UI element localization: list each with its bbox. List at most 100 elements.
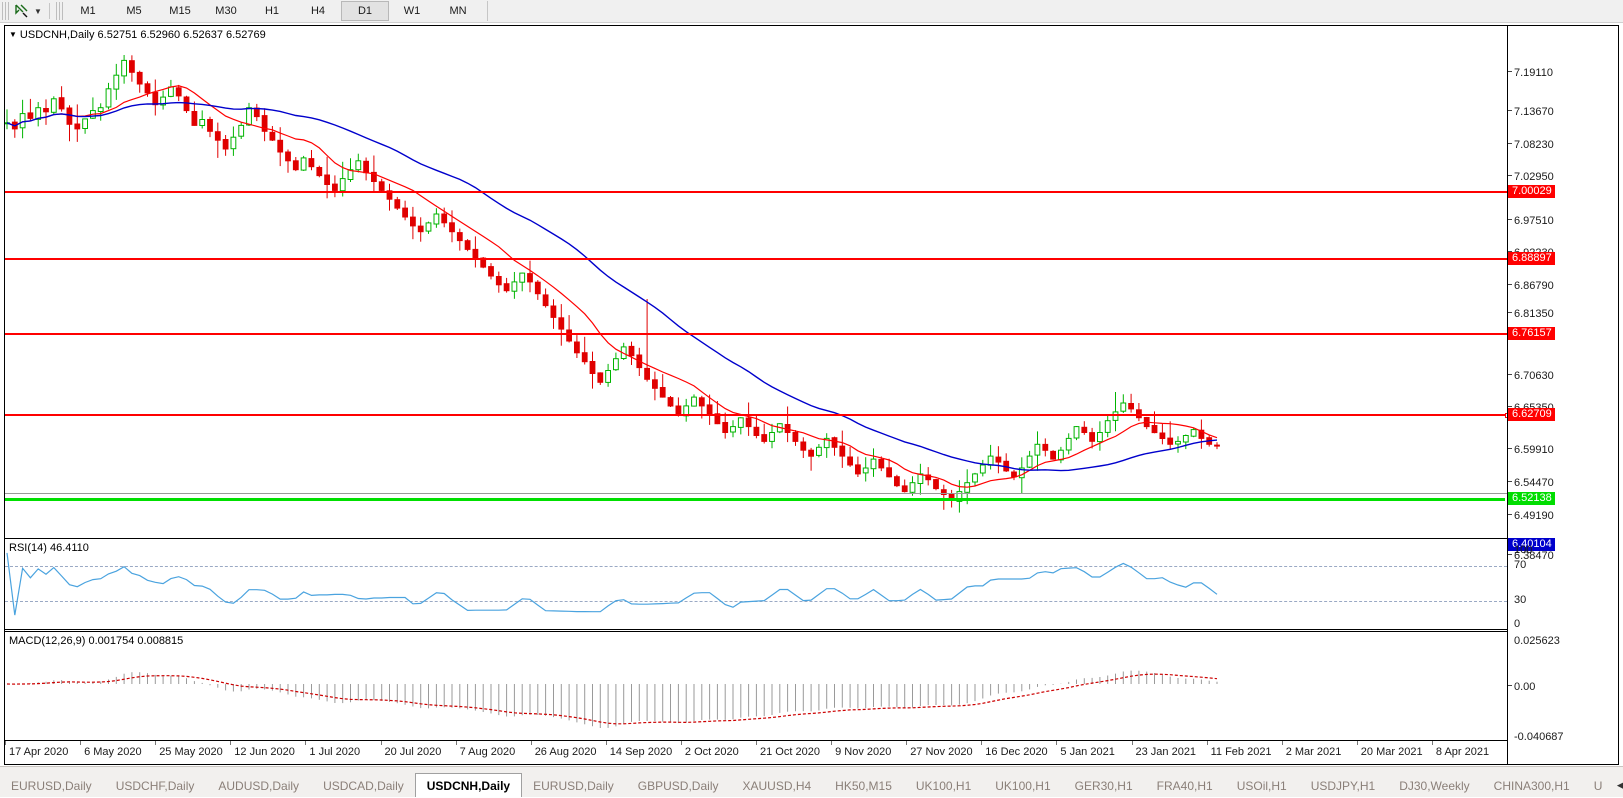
rsi-pane[interactable]: RSI(14) 46.4110: [5, 538, 1507, 630]
chart-tab[interactable]: AUDUSD,Daily: [218, 779, 300, 793]
timeframe-mn[interactable]: MN: [449, 5, 467, 17]
chevron-down-icon[interactable]: ▼: [34, 6, 42, 16]
time-tick-mark: [455, 741, 457, 745]
time-tick-label: 21 Oct 2020: [760, 746, 820, 758]
rsi-label: RSI(14) 46.4110: [9, 542, 89, 554]
price-tick: 7.19110: [1508, 67, 1553, 79]
price-level-line-red[interactable]: [5, 333, 1507, 335]
price-level-label-red[interactable]: 6.76157: [1508, 327, 1555, 340]
chart-tab[interactable]: FRA40,H1: [1156, 779, 1213, 793]
toolbar-drag-handle[interactable]: [2, 2, 11, 20]
time-tick-mark: [1131, 741, 1133, 745]
time-tick-label: 8 Apr 2021: [1435, 746, 1490, 758]
time-tick-mark: [1356, 741, 1358, 745]
price-tick: 7.13670: [1508, 106, 1554, 118]
time-tick-label: 12 Jun 2020: [234, 746, 295, 758]
crosshair-cursor-icon[interactable]: [11, 2, 31, 20]
rsi-tick: 70: [1514, 559, 1527, 571]
time-tick-mark: [680, 741, 682, 745]
timeframe-m30[interactable]: M30: [215, 5, 237, 17]
chart-tab[interactable]: USDCAD,Daily: [323, 779, 404, 793]
toolbar-separator: [49, 3, 50, 19]
chart-tab[interactable]: GER30,H1: [1074, 779, 1133, 793]
timeframe-h1[interactable]: H1: [264, 5, 280, 17]
timeframe-m5[interactable]: M5: [126, 5, 142, 17]
chart-tab[interactable]: USOil,H1: [1236, 779, 1287, 793]
rsi-tick: 100: [1514, 544, 1533, 556]
chart-tab[interactable]: EURUSD,Daily: [11, 779, 92, 793]
chart-symbol-ohlc-text: USDCNH,Daily 6.52751 6.52960 6.52637 6.5…: [19, 29, 266, 41]
chart-tab[interactable]: DJ30,Weekly: [1399, 779, 1470, 793]
time-tick-mark: [906, 741, 908, 745]
time-tick-mark: [380, 741, 382, 745]
tab-prev-icon[interactable]: ◀: [1616, 779, 1623, 790]
time-tick-mark: [530, 741, 532, 745]
chart-tab-active[interactable]: USDCNH,Daily: [414, 773, 523, 797]
time-scale[interactable]: 17 Apr 2020 6 May 2020 25 May 2020 12 Jun 2…: [5, 740, 1507, 764]
price-level-line-green[interactable]: [5, 498, 1507, 503]
chart-tab[interactable]: UK100,H1: [995, 779, 1051, 793]
chart-tab[interactable]: UK100,H1: [915, 779, 972, 793]
price-tick: 6.54470: [1508, 477, 1554, 489]
level-handle[interactable]: [1505, 413, 1507, 418]
rsi-guide-70: [5, 566, 1507, 567]
chart-tab[interactable]: XAUUSD,H4: [742, 779, 812, 793]
timeframe-d1[interactable]: D1: [341, 1, 389, 21]
timeframe-group: M1 M5 M15 M30 H1 H4 D1 W1 MN: [65, 1, 481, 21]
macd-label: MACD(12,26,9) 0.001754 0.008815: [9, 635, 184, 647]
chart-window[interactable]: ▼ USDCNH,Daily 6.52751 6.52960 6.52637 6.…: [4, 25, 1619, 765]
time-tick-label: 17 Apr 2020: [9, 746, 69, 758]
timeframe-h4[interactable]: H4: [310, 5, 326, 17]
price-level-label-green[interactable]: 6.52138: [1508, 492, 1555, 505]
price-level-label-red[interactable]: 7.00029: [1508, 185, 1555, 198]
price-tick: 7.08230: [1508, 139, 1554, 151]
time-tick-mark: [1206, 741, 1208, 745]
price-scale[interactable]: 7.191107.136707.082307.029506.975106.922…: [1507, 26, 1618, 764]
timeframe-drag-handle[interactable]: [56, 2, 65, 20]
price-level-line-red[interactable]: [5, 413, 1507, 418]
chart-tab[interactable]: GBPUSD,Daily: [637, 779, 719, 793]
price-level-line-gray[interactable]: [5, 493, 1507, 494]
price-level-line-red[interactable]: [5, 258, 1507, 260]
chart-tab[interactable]: U: [1593, 779, 1603, 793]
time-tick-label: 23 Jan 2021: [1135, 746, 1197, 758]
time-tick-mark: [305, 741, 307, 745]
time-tick-label: 2 Oct 2020: [684, 746, 739, 758]
chart-tab[interactable]: HK50,M15: [835, 779, 892, 793]
time-tick-label: 14 Sep 2020: [609, 746, 673, 758]
time-tick-label: 2 Mar 2021: [1285, 746, 1342, 758]
chart-tab[interactable]: USDJPY,H1: [1310, 779, 1376, 793]
macd-tick: -0.040687: [1514, 731, 1564, 743]
time-tick-label: 1 Jul 2020: [309, 746, 361, 758]
price-level-label-blue[interactable]: 6.40104: [1508, 538, 1555, 551]
timeframe-m1[interactable]: M1: [80, 5, 96, 17]
level-handle[interactable]: [1505, 498, 1507, 503]
time-tick-label: 20 Mar 2021: [1360, 746, 1423, 758]
top-toolbar: ▼ M1 M5 M15 M30 H1 H4 D1 W1 MN: [0, 0, 1623, 23]
rsi-tick: 30: [1514, 594, 1527, 606]
price-tick: 6.86790: [1508, 280, 1554, 292]
triangle-down-icon[interactable]: ▼: [9, 30, 17, 39]
price-tick: 6.70630: [1508, 370, 1554, 382]
time-tick-mark: [1281, 741, 1283, 745]
price-level-label-red[interactable]: 6.88897: [1508, 252, 1555, 265]
chart-tab[interactable]: EURUSD,Daily: [533, 779, 614, 793]
time-tick-mark: [756, 741, 757, 745]
price-level-label-red[interactable]: 6.62709: [1508, 408, 1555, 421]
price-level-line-red[interactable]: [5, 191, 1507, 193]
timeframe-m15[interactable]: M15: [169, 5, 191, 17]
chart-tab[interactable]: USDCHF,Daily: [115, 779, 195, 793]
chart-symbol-header: ▼ USDCNH,Daily 6.52751 6.52960 6.52637 6.…: [9, 29, 266, 41]
macd-tick: 0.025623: [1514, 635, 1560, 647]
time-tick-mark: [831, 741, 833, 745]
macd-pane[interactable]: MACD(12,26,9) 0.001754 0.008815: [5, 631, 1507, 739]
rsi-chart-canvas: [6, 552, 1218, 616]
timeframe-w1[interactable]: W1: [403, 5, 421, 17]
time-tick-mark: [605, 741, 607, 745]
time-tick-label: 5 Jan 2021: [1060, 746, 1115, 758]
tab-nav: ◀▶: [1613, 776, 1623, 797]
price-pane[interactable]: [5, 26, 1507, 536]
chart-tab[interactable]: CHINA300,H1: [1493, 779, 1570, 793]
price-tick: 6.81350: [1508, 308, 1554, 320]
time-tick-mark: [1056, 741, 1058, 745]
